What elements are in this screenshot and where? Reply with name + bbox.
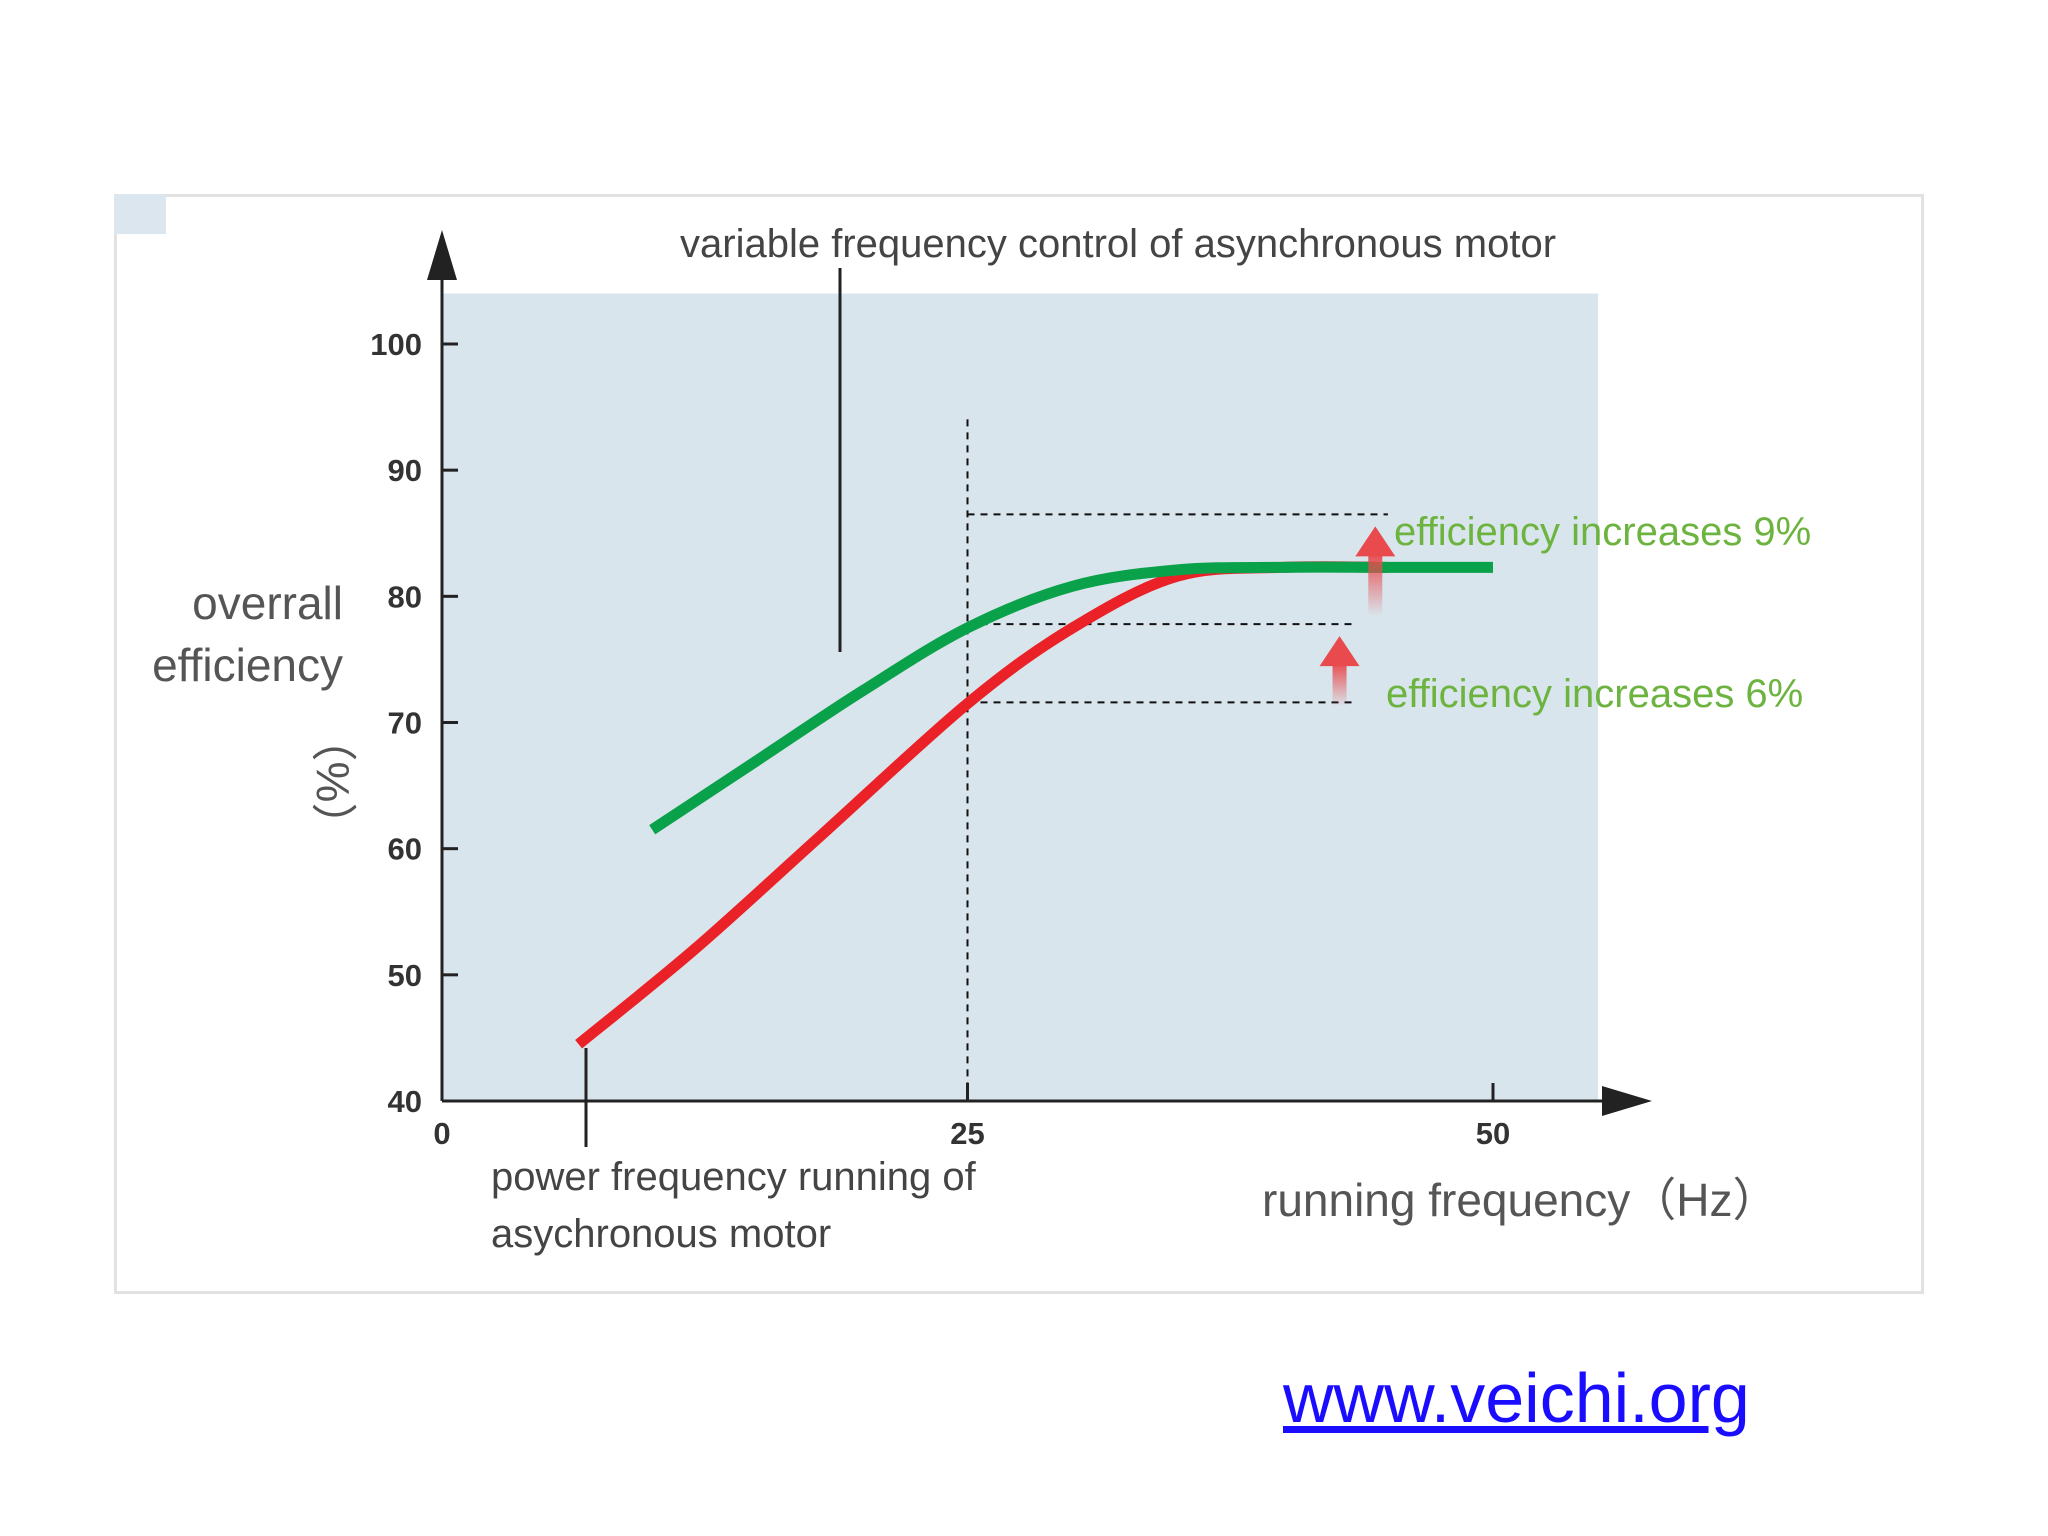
red-series-label-line-2: asychronous motor xyxy=(491,1212,831,1256)
y-axis-label-line-1: overrall xyxy=(192,577,343,629)
efficiency-increase-6-label: efficiency increases 6% xyxy=(1386,672,1803,716)
x-axis-arrow xyxy=(1602,1086,1652,1116)
plot-area-background xyxy=(442,293,1599,1101)
efficiency-increase-9-label: efficiency increases 9% xyxy=(1394,510,1811,554)
x-tick-label-0: 0 xyxy=(433,1116,450,1151)
arrow-increase-9-head xyxy=(1355,526,1396,557)
x-tick-label-25: 25 xyxy=(950,1116,984,1151)
website-link[interactable]: www.veichi.org xyxy=(1283,1359,1750,1437)
y-axis-arrow xyxy=(427,230,457,280)
arrow-increase-6 xyxy=(1319,636,1360,707)
red-series-label-line-1: power frequency running of xyxy=(491,1155,977,1199)
arrow-increase-6-head xyxy=(1319,636,1360,667)
arrow-increase-9-shaft xyxy=(1368,552,1383,617)
y-axis-unit: （%） xyxy=(307,716,359,849)
x-axis-label: running frequency（Hz） xyxy=(1262,1174,1778,1226)
y-tick-label-100: 100 xyxy=(370,327,422,362)
y-tick-label-90: 90 xyxy=(388,453,422,488)
y-tick-label-40: 40 xyxy=(388,1084,422,1119)
frame-corner-marker xyxy=(114,194,166,234)
arrow-increase-9 xyxy=(1355,526,1396,617)
y-tick-label-50: 50 xyxy=(388,958,422,993)
green-series-label: variable frequency control of asynchrono… xyxy=(680,222,1556,266)
y-tick-label-70: 70 xyxy=(388,706,422,741)
y-tick-label-60: 60 xyxy=(388,832,422,867)
x-tick-label-50: 50 xyxy=(1476,1116,1510,1151)
arrow-increase-6-shaft xyxy=(1332,662,1347,707)
series-line-variable-frequency xyxy=(649,561,1493,835)
y-axis-label-line-2: efficiency xyxy=(152,639,343,691)
y-tick-label-80: 80 xyxy=(388,579,422,614)
